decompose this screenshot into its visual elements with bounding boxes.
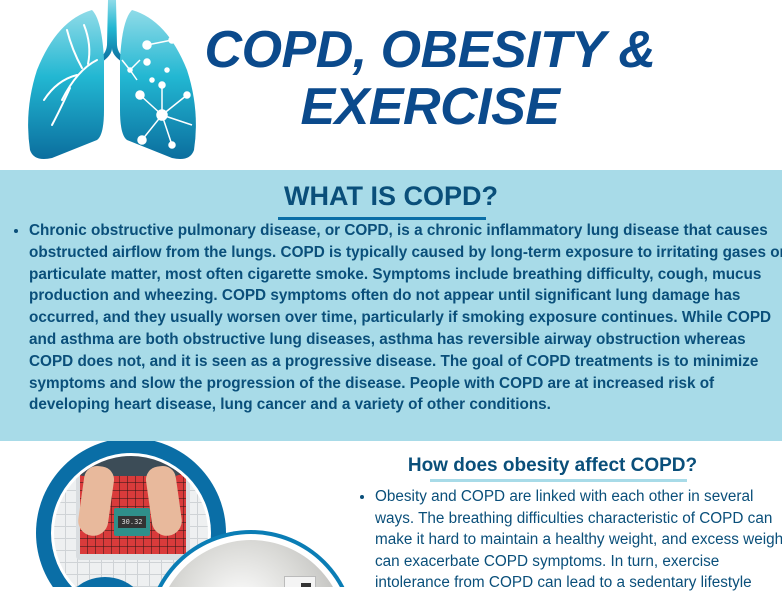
obesity-section: How does obesity affect COPD? Obesity an… [355,441,782,591]
device-icon [284,576,316,587]
obesity-heading-underline [430,479,687,482]
title-line-2: EXERCISE [300,78,560,136]
obesity-bullet-list: Obesity and COPD are linked with each ot… [355,486,782,594]
lungs-icon [28,0,196,159]
scale-photo-frame: 30.32 [36,441,226,587]
obesity-heading: How does obesity affect COPD? [407,455,698,476]
scale-display: 30.32 [118,516,146,528]
list-item: Chronic obstructive pulmonary disease, o… [29,220,782,416]
heading-underline [278,217,486,220]
list-item: Obesity and COPD are linked with each ot… [375,486,782,594]
photo-collage: 30.32 [0,441,360,587]
third-photo-frame [60,577,150,587]
header: COPD, OBESITY & EXERCISE [0,0,782,170]
page-title: COPD, OBESITY & EXERCISE [195,22,665,136]
feet-on-scale-photo: 30.32 [54,456,208,587]
title-line-1: COPD, OBESITY & [204,21,656,79]
section-heading: WHAT IS COPD? [284,181,498,211]
what-is-copd-section: WHAT IS COPD? Chronic obstructive pulmon… [0,170,782,441]
copd-bullet-list: Chronic obstructive pulmonary disease, o… [10,220,782,416]
device-photo-frame [146,530,356,587]
